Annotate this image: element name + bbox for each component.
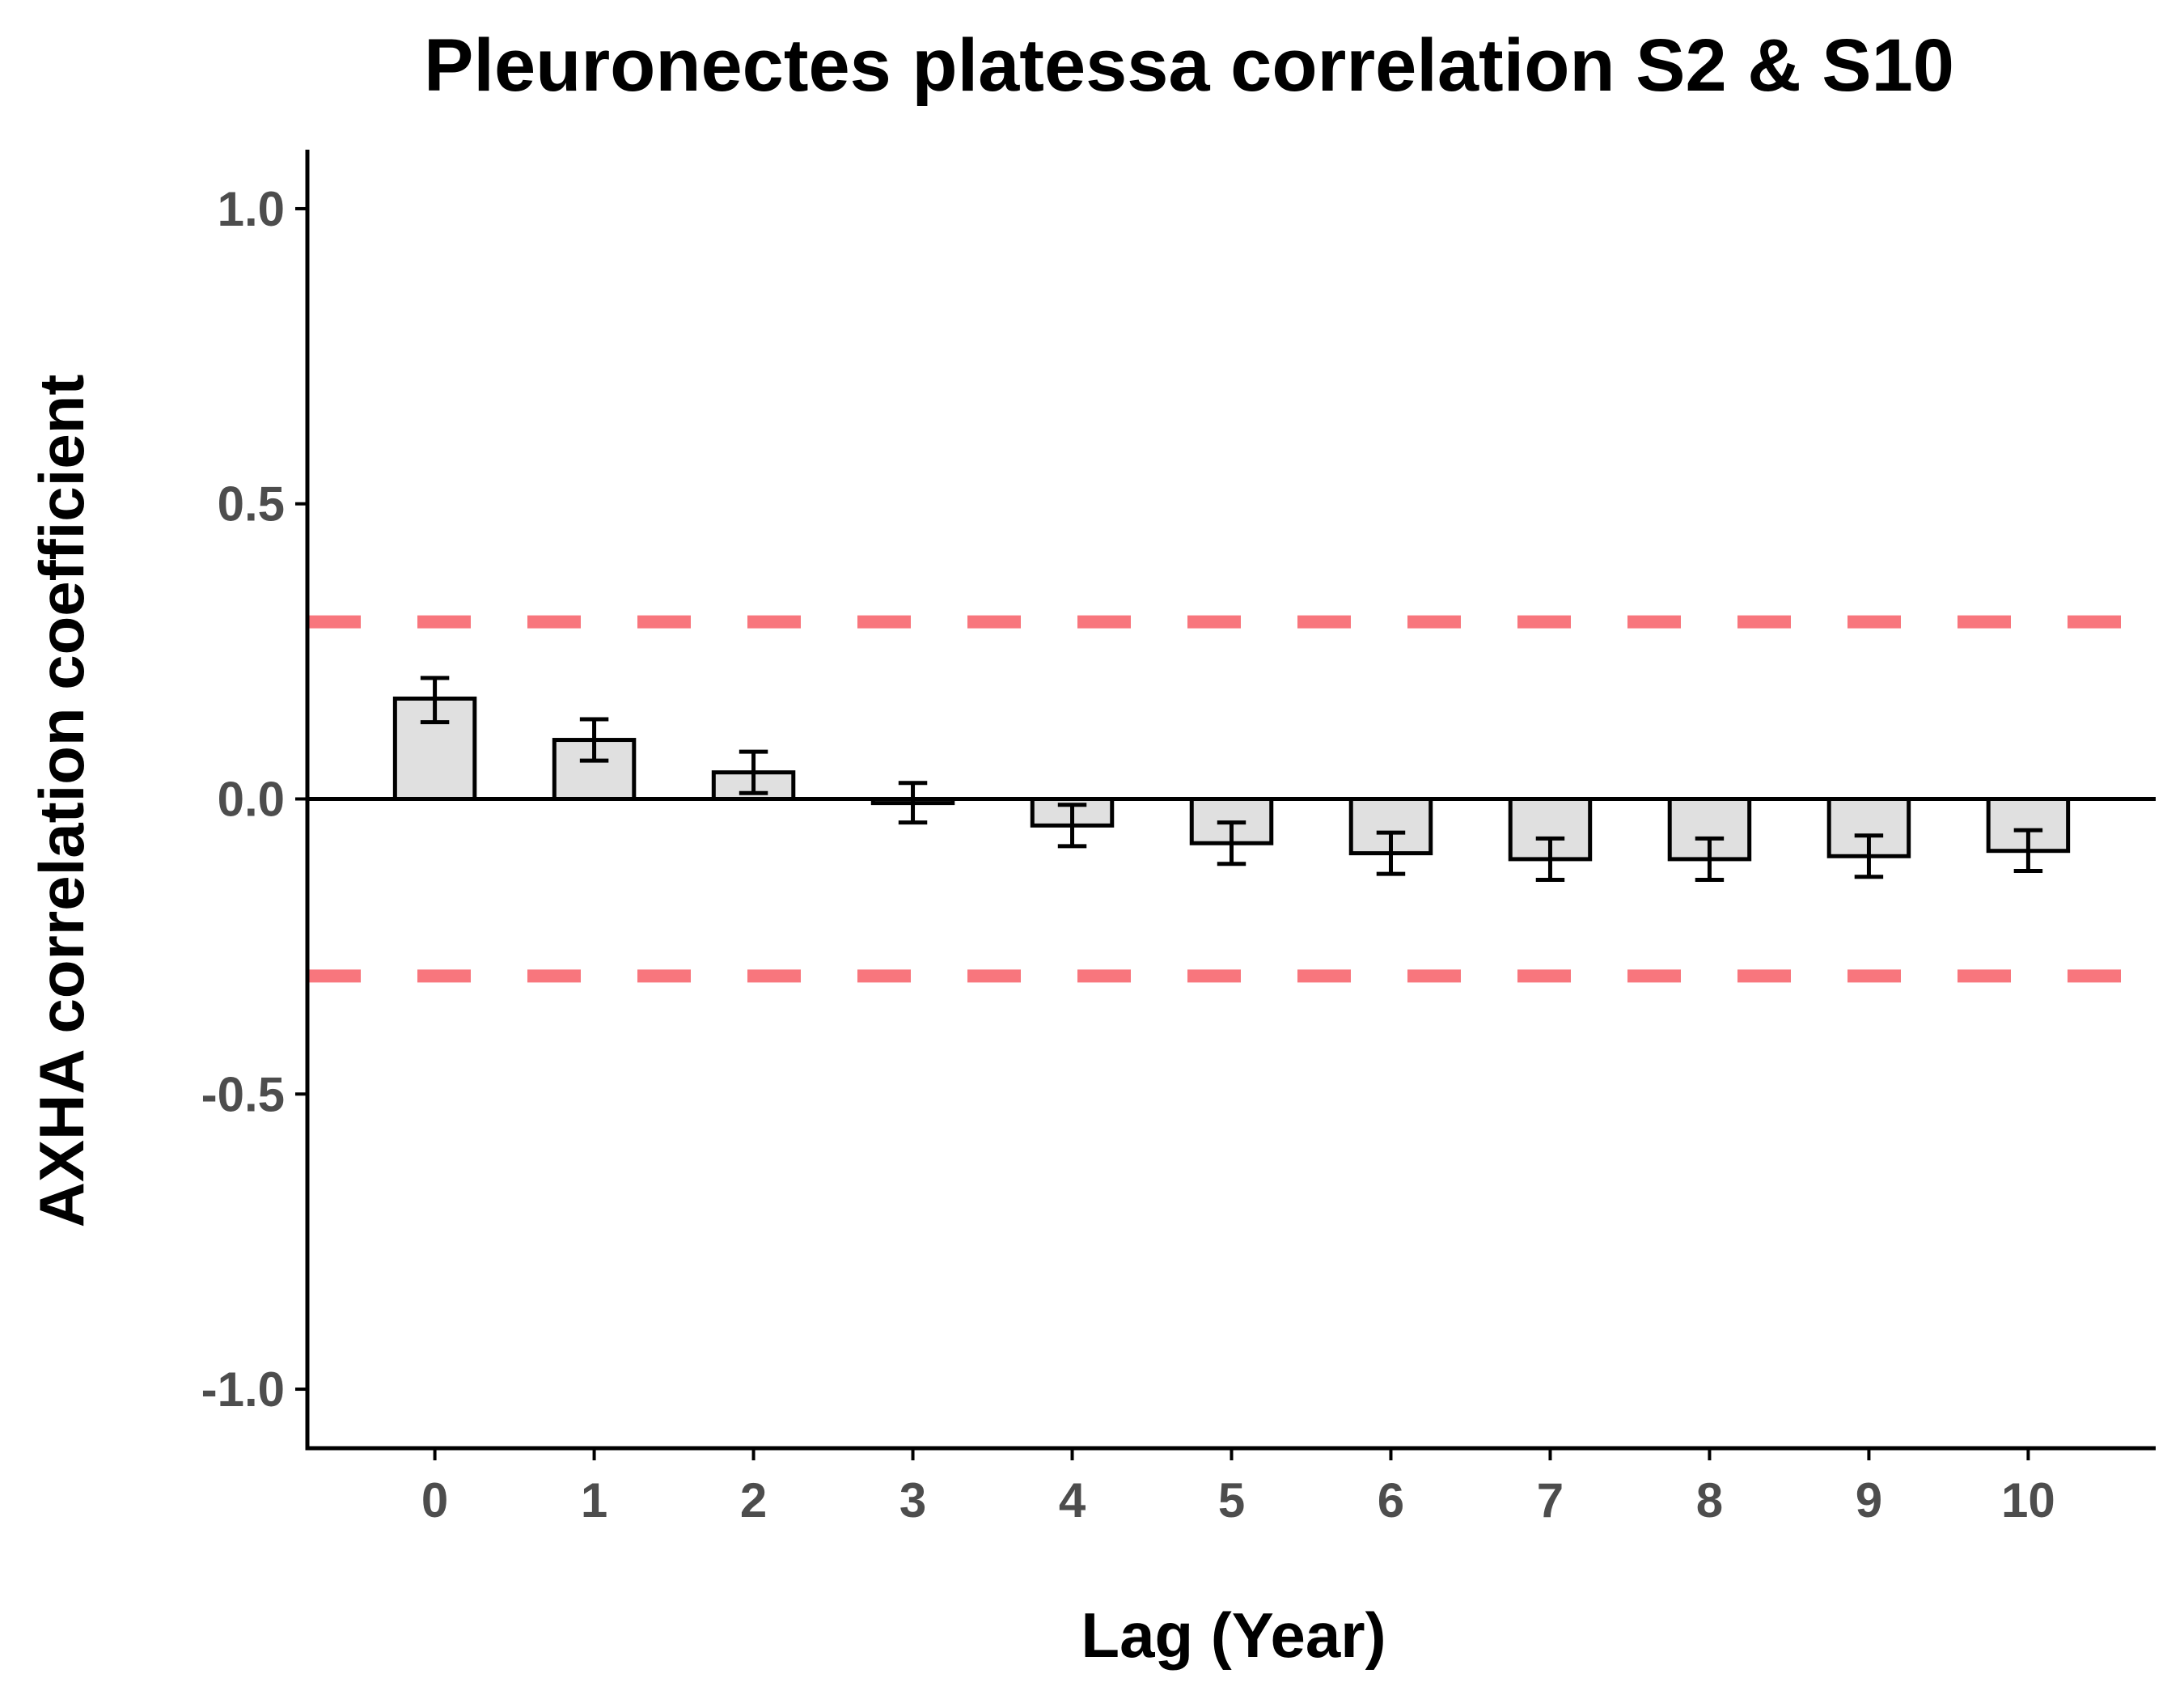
y-axis-ticks: 1.0 0.5 0.0 -0.5 -1.0 [201, 182, 307, 1417]
x-axis-ticks: 0 1 2 3 4 5 6 7 8 9 10 [421, 1448, 2055, 1527]
chart-title: Pleuronectes platessa correlation S2 & S… [424, 24, 1954, 107]
x-tick-label: 5 [1218, 1473, 1245, 1527]
error-bar-lag-1 [579, 717, 609, 763]
error-bar-lag-7 [1535, 836, 1565, 882]
error-bar-lag-10 [2013, 828, 2043, 874]
x-tick-label: 10 [2001, 1473, 2055, 1527]
x-tick-label: 1 [581, 1473, 607, 1527]
x-tick-label: 6 [1378, 1473, 1404, 1527]
x-tick-label: 8 [1696, 1473, 1723, 1527]
x-tick-label: 2 [740, 1473, 767, 1527]
x-axis-title: Lag (Year) [1081, 1599, 1386, 1671]
y-tick-label: -0.5 [201, 1067, 285, 1121]
x-tick-label: 3 [899, 1473, 926, 1527]
reference-lines [307, 615, 2156, 983]
y-tick-label: 1.0 [218, 182, 285, 236]
error-bar-lag-6 [1376, 830, 1406, 876]
error-bar-lag-3 [898, 781, 928, 825]
x-tick-label: 4 [1059, 1473, 1086, 1527]
y-axis-title: AXHA correlation coefficient [26, 375, 97, 1228]
error-bar-lag-0 [420, 676, 450, 725]
error-bar-lag-8 [1695, 836, 1725, 882]
x-tick-label: 9 [1856, 1473, 1882, 1527]
y-tick-label: 0.0 [218, 773, 285, 827]
x-tick-label: 7 [1537, 1473, 1564, 1527]
error-bar-lag-4 [1057, 803, 1087, 849]
error-bar-lag-2 [739, 749, 768, 795]
y-tick-label: 0.5 [218, 477, 285, 532]
x-tick-label: 0 [421, 1473, 448, 1527]
y-tick-label: -1.0 [201, 1362, 285, 1417]
error-bar-lag-9 [1854, 833, 1884, 879]
error-bar-lag-5 [1217, 820, 1246, 866]
error-bars [420, 676, 2043, 882]
